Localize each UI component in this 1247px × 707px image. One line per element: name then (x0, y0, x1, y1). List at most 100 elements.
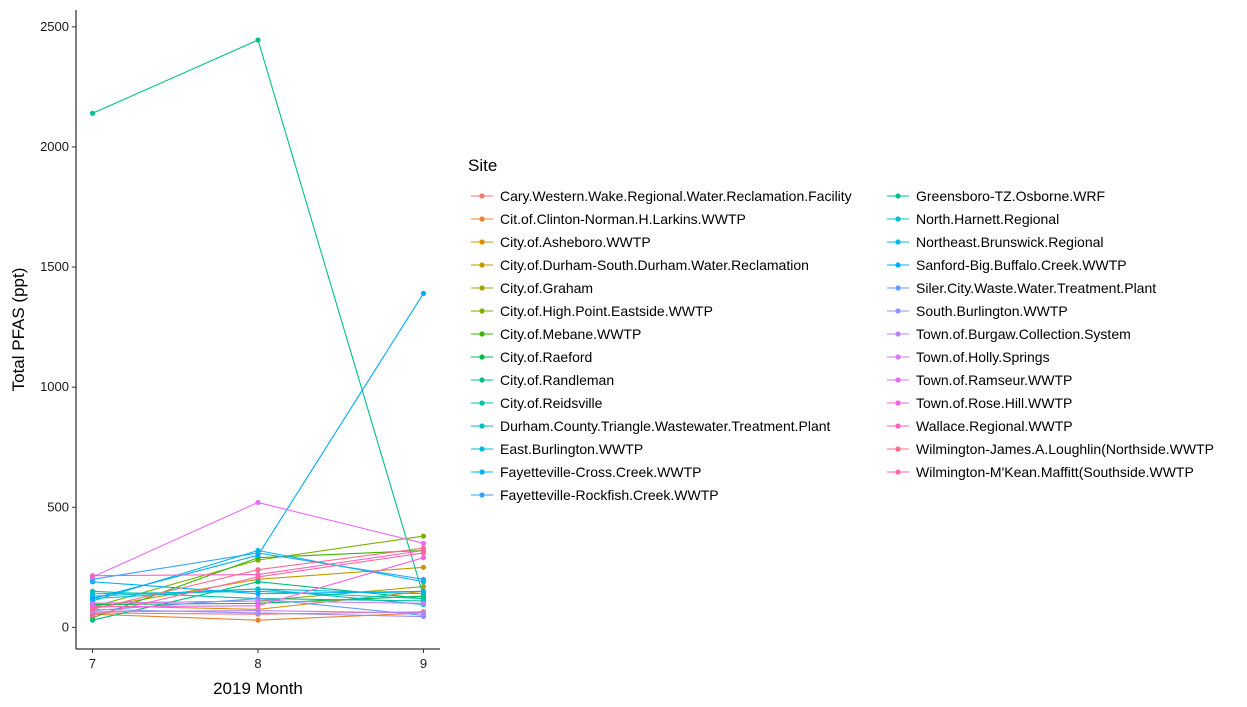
legend-item: City.of.Randleman (471, 372, 614, 388)
data-point (255, 607, 261, 614)
data-point (420, 540, 427, 546)
legend-key-point (479, 492, 485, 498)
legend-key-point (479, 331, 485, 337)
legend-key-point (479, 400, 485, 406)
legend-key-point (479, 469, 485, 475)
legend-key-point (479, 193, 485, 199)
legend: Site Cary.Western.Wake.Regional.Water.Re… (468, 156, 1214, 503)
legend-label: City.of.Reidsville (500, 395, 603, 411)
legend-key-point (895, 354, 901, 360)
data-point (255, 603, 261, 609)
legend-label: City.of.Durham-South.Durham.Water.Reclam… (500, 257, 809, 273)
legend-item: City.of.Durham-South.Durham.Water.Reclam… (471, 257, 809, 273)
data-point (89, 612, 96, 618)
legend-item: Durham.County.Triangle.Wastewater.Treatm… (471, 418, 831, 434)
legend-title: Site (468, 156, 497, 175)
legend-label: City.of.Raeford (500, 349, 592, 365)
data-point (89, 606, 96, 612)
legend-label: Greensboro-TZ.Osborne.WRF (916, 188, 1105, 204)
x-tick-label: 9 (420, 656, 427, 671)
legend-key-point (479, 446, 485, 452)
legend-label: North.Harnett.Regional (916, 211, 1059, 227)
data-point (89, 110, 96, 116)
legend-item: City.of.Reidsville (471, 395, 603, 411)
data-point (255, 567, 261, 573)
legend-key-point (479, 285, 485, 291)
legend-item: City.of.High.Point.Eastside.WWTP (471, 303, 713, 319)
x-tick-label: 8 (254, 656, 261, 671)
legend-label: Wallace.Regional.WWTP (916, 418, 1073, 434)
legend-key-point (895, 446, 901, 452)
legend-key-point (895, 377, 901, 383)
legend-label: Siler.City.Waste.Water.Treatment.Plant (916, 280, 1156, 296)
series-points (89, 37, 427, 623)
legend-key-point (895, 239, 901, 245)
data-point (420, 564, 427, 570)
y-tick-label: 1000 (40, 379, 69, 394)
legend-item: City.of.Graham (471, 280, 593, 296)
data-point (420, 550, 427, 556)
x-tick-label: 7 (89, 656, 96, 671)
data-point (420, 579, 427, 585)
data-point (420, 545, 427, 551)
legend-item: Northeast.Brunswick.Regional (887, 234, 1104, 250)
series-line-22 (92, 501, 424, 578)
data-point (420, 290, 427, 297)
legend-label: Cit.of.Clinton-Norman.H.Larkins.WWTP (500, 211, 746, 227)
legend-item: Town.of.Holly.Springs (887, 349, 1050, 365)
data-point (420, 600, 427, 606)
data-point (255, 37, 261, 43)
legend-key-point (479, 239, 485, 245)
y-tick-label: 0 (62, 619, 69, 634)
legend-key-point (895, 285, 901, 291)
y-axis-ticks: 0 500 1000 1500 2000 2500 (40, 19, 76, 634)
legend-label: Durham.County.Triangle.Wastewater.Treatm… (500, 418, 831, 434)
x-axis-title: 2019 Month (213, 679, 303, 698)
data-point (420, 588, 427, 594)
series-lines (92, 39, 424, 621)
data-point (89, 617, 96, 623)
data-point (255, 586, 261, 592)
x-axis-ticks: 7 8 9 (89, 649, 427, 671)
legend-label: City.of.Graham (500, 280, 593, 296)
legend-item: Cary.Western.Wake.Regional.Water.Reclama… (471, 188, 852, 204)
legend-key-point (895, 331, 901, 337)
legend-key-point (479, 377, 485, 383)
legend-label: City.of.Mebane.WWTP (500, 326, 641, 342)
legend-item: Town.of.Ramseur.WWTP (887, 372, 1072, 388)
data-point (255, 574, 261, 580)
data-point (255, 598, 261, 604)
data-point (255, 579, 261, 585)
legend-label: Fayetteville-Rockfish.Creek.WWTP (500, 487, 719, 503)
legend-label: South.Burlington.WWTP (916, 303, 1068, 319)
data-point (420, 613, 427, 620)
legend-item: Town.of.Rose.Hill.WWTP (887, 395, 1072, 411)
legend-label: Town.of.Holly.Springs (916, 349, 1050, 365)
legend-item: City.of.Raeford (471, 349, 592, 365)
legend-key-point (479, 308, 485, 314)
legend-item: Siler.City.Waste.Water.Treatment.Plant (887, 280, 1156, 296)
y-tick-label: 500 (47, 499, 69, 514)
legend-label: City.of.Randleman (500, 372, 614, 388)
y-tick-label: 1500 (40, 259, 69, 274)
legend-key-point (895, 308, 901, 314)
legend-key-point (895, 216, 901, 222)
legend-key-point (479, 216, 485, 222)
legend-key-point (479, 354, 485, 360)
legend-label: City.of.Asheboro.WWTP (500, 234, 651, 250)
legend-item: East.Burlington.WWTP (471, 441, 643, 457)
legend-item: Town.of.Burgaw.Collection.System (887, 326, 1131, 342)
legend-key-point (895, 469, 901, 475)
legend-label: City.of.High.Point.Eastside.WWTP (500, 303, 713, 319)
legend-label: Wilmington-M'Kean.Maffitt(Southside.WWTP (916, 464, 1194, 480)
legend-key-point (895, 423, 901, 429)
data-point (89, 600, 96, 606)
legend-label: Town.of.Burgaw.Collection.System (916, 326, 1131, 342)
legend-label: Wilmington-James.A.Loughlin(Northside.WW… (916, 441, 1214, 457)
y-tick-label: 2500 (40, 19, 69, 34)
data-point (89, 595, 96, 602)
legend-item: Wilmington-M'Kean.Maffitt(Southside.WWTP (887, 464, 1194, 480)
legend-key-point (895, 400, 901, 406)
legend-key-point (479, 423, 485, 429)
